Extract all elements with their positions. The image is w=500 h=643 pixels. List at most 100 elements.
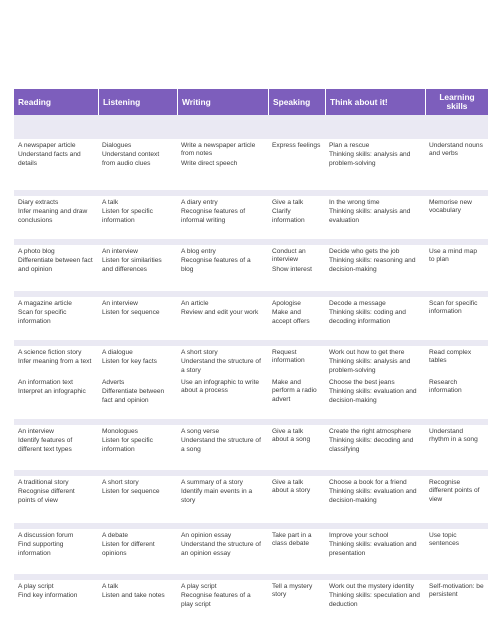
speaking-cell: Take part in a class debate (268, 529, 325, 574)
reading-line: A science fiction story (18, 349, 82, 356)
unit-divider (14, 523, 488, 529)
reading-line: Infer meaning and draw conclusions (18, 208, 88, 224)
learning-cell: Understand rhythm in a song (425, 425, 488, 470)
reading-cell: A play script Find key information (14, 580, 98, 633)
think-line: Decode a message (329, 300, 386, 307)
reading-line: A newspaper article (18, 142, 76, 149)
unit-divider-band (14, 115, 488, 139)
speaking-cell: Apologise Make and accept offers (268, 297, 325, 340)
reading-line: Find supporting information (18, 541, 64, 557)
listening-line: Listen for sequence (102, 309, 160, 317)
listening-line: Listen for key facts (102, 358, 157, 366)
think-line: Decide who gets the job (329, 248, 400, 255)
header-writing: Writing (177, 89, 268, 115)
speaking-line: Give a talk about a story (272, 479, 311, 495)
listening-cell: A dialogue Listen for key facts (98, 346, 177, 376)
speaking-line: Show interest (272, 265, 312, 273)
writing-line: Write direct speech (181, 159, 238, 167)
unit-divider (14, 239, 488, 245)
reading-cell: A magazine article Scan for specific info… (14, 297, 98, 340)
writing-cell: Use an infographic to write about a proc… (177, 376, 268, 419)
writing-line: Recognise features of a blog (181, 257, 251, 273)
reading-cell: A science fiction story Infer meaning fro… (14, 346, 98, 376)
learning-line: Understand nouns and verbs (429, 142, 483, 158)
listening-line: Listen and take notes (102, 592, 165, 600)
listening-line: Understand context from audio clues (102, 151, 160, 167)
unit-divider (14, 291, 488, 297)
reading-line: Find key information (18, 592, 78, 600)
writing-line: A summary of a story (181, 479, 243, 486)
speaking-line: Apologise (272, 300, 301, 307)
unit-divider (14, 190, 488, 196)
think-line: Thinking skills: analysis and evaluation (329, 208, 411, 224)
speaking-cell: Express feelings (268, 139, 325, 190)
speaking-cell: Request information (268, 346, 325, 376)
unit-divider (14, 574, 488, 580)
listening-line: A short story (102, 479, 139, 486)
think-line: Thinking skills: speculation and deducti… (329, 592, 420, 608)
think-line: Thinking skills: analysis and problem-so… (329, 151, 411, 167)
table-row: A discussion forum Find supporting inform… (14, 529, 488, 574)
writing-line: Recognise features of a play script (181, 592, 251, 608)
reading-cell: A traditional story Recognise different p… (14, 476, 98, 523)
learning-line: Use topic sentences (429, 532, 460, 548)
learning-line: Understand rhythm in a song (429, 428, 478, 444)
listening-line: Listen for similarities and differences (102, 257, 162, 273)
writing-line: A diary entry (181, 199, 218, 206)
learning-cell: Memorise new vocabulary (425, 196, 488, 239)
speaking-line: Make and perform a radio advert (272, 379, 317, 403)
listening-line: Adverts (102, 379, 125, 386)
learning-line: Read complex tables (429, 349, 472, 365)
think-cell: Plan a rescue Thinking skills: analysis a… (325, 139, 425, 190)
speaking-line: Give a talk about a song (272, 428, 311, 444)
writing-line: Write a newspaper article from notes (181, 142, 256, 158)
listening-line: An interview (102, 300, 138, 307)
listening-line: Dialogues (102, 142, 132, 149)
speaking-line: Express feelings (272, 142, 321, 149)
learning-cell: Self-motivation: be persistent (425, 580, 488, 633)
writing-line: Identify main events in a story (181, 488, 253, 504)
listening-line: An interview (102, 248, 138, 255)
listening-line: Listen for different opinions (102, 541, 155, 557)
listening-line: A dialogue (102, 349, 133, 356)
writing-line: Review and edit your work (181, 309, 259, 317)
listening-line: Listen for specific information (102, 437, 153, 453)
reading-line: Diary extracts (18, 199, 59, 206)
think-cell: Work out the mystery identity Thinking sk… (325, 580, 425, 633)
speaking-cell: Tell a mystery story (268, 580, 325, 633)
learning-line: Scan for specific information (429, 300, 478, 316)
unit-divider-band (14, 190, 488, 196)
think-line: Thinking skills: reasoning and decision-… (329, 257, 416, 273)
unit-divider (14, 419, 488, 425)
listening-line: A debate (102, 532, 129, 539)
writing-cell: An opinion essay Understand the structure… (177, 529, 268, 574)
header-listening: Listening (98, 89, 177, 115)
header-speaking: Speaking (268, 89, 325, 115)
speaking-line: Give a talk (272, 199, 304, 206)
table-row: An information text Interpret an infograp… (14, 376, 488, 419)
listening-line: A talk (102, 583, 119, 590)
table-row: A magazine article Scan for specific info… (14, 297, 488, 340)
listening-cell: A short story Listen for sequence (98, 476, 177, 523)
listening-line: Differentiate between fact and opinion (102, 388, 165, 404)
listening-cell: Adverts Differentiate between fact and op… (98, 376, 177, 419)
think-cell: Work out how to get there Thinking skills… (325, 346, 425, 376)
speaking-line: Take part in a class debate (272, 532, 312, 548)
writing-line: An opinion essay (181, 532, 232, 539)
listening-cell: A debate Listen for different opinions (98, 529, 177, 574)
reading-cell: An information text Interpret an infograp… (14, 376, 98, 419)
listening-cell: An interview Listen for sequence (98, 297, 177, 340)
think-cell: Decode a message Thinking skills: coding … (325, 297, 425, 340)
writing-cell: A play script Recognise features of a pla… (177, 580, 268, 633)
learning-cell: Scan for specific information (425, 297, 488, 340)
think-line: Improve your school (329, 532, 389, 539)
speaking-cell: Give a talk Clarify information (268, 196, 325, 239)
table-row: A newspaper article Understand facts and … (14, 139, 488, 190)
learning-cell: Recognise different points of view (425, 476, 488, 523)
reading-line: An interview (18, 428, 54, 435)
think-line: Thinking skills: evaluation and decision… (329, 388, 417, 404)
think-cell: Improve your school Thinking skills: eval… (325, 529, 425, 574)
skills-table: Reading Listening Writing Speaking Think… (14, 89, 488, 633)
unit-divider (14, 340, 488, 346)
